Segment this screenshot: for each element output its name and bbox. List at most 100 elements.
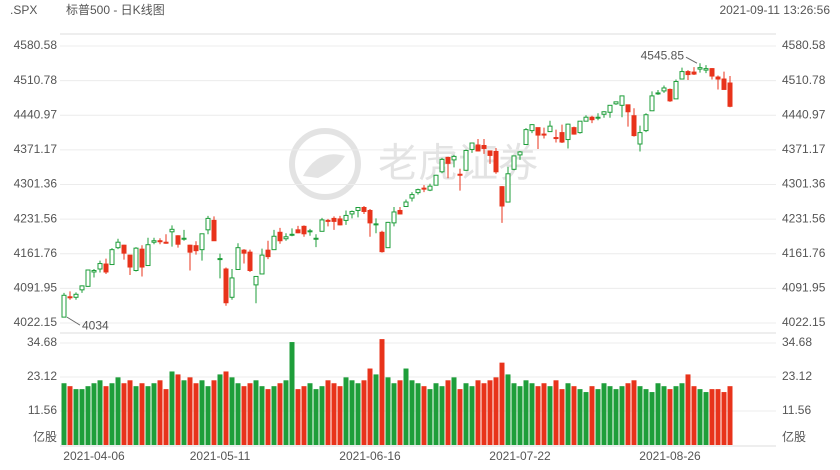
y-tick-label: 4301.36 <box>14 177 58 191</box>
candle-body <box>403 201 409 208</box>
volume-bar <box>427 389 433 445</box>
candle-body <box>439 158 445 173</box>
volume-bar <box>121 383 127 445</box>
volume-bar <box>499 362 505 445</box>
candle-body <box>577 120 583 134</box>
volume-bar <box>595 389 601 445</box>
candle-body <box>625 104 631 113</box>
volume-bar <box>385 377 391 445</box>
candle-body <box>271 235 277 251</box>
volume-bar <box>451 377 457 445</box>
candle-body <box>139 248 145 268</box>
candle-body <box>667 88 673 102</box>
volume-bar <box>685 374 691 445</box>
volume-bar <box>523 380 529 445</box>
candle-body <box>469 142 475 150</box>
candle-body <box>151 240 157 243</box>
volume-bar <box>661 386 667 445</box>
volume-bar <box>655 383 661 445</box>
candle-body <box>415 189 421 194</box>
candle-body <box>571 127 577 135</box>
y-tick-label: 4510.78 <box>14 73 58 87</box>
volume-bar <box>211 380 217 445</box>
volume-bar <box>565 383 571 445</box>
volume-bar <box>403 368 409 445</box>
volume-bar <box>505 374 511 445</box>
volume-bar <box>361 380 367 445</box>
volume-bar <box>463 383 469 445</box>
volume-bar <box>319 386 325 445</box>
volume-bar <box>109 383 115 445</box>
candle-body <box>145 244 151 267</box>
candle-body <box>175 235 181 245</box>
watermark-text: 老虎证券 <box>378 142 538 186</box>
volume-bar <box>139 383 145 445</box>
candle-body <box>295 229 301 234</box>
volume-bar <box>355 383 361 445</box>
candle-body <box>691 71 697 75</box>
candle-body <box>649 95 655 112</box>
candle-body <box>541 133 547 136</box>
volume-bar <box>217 374 223 445</box>
volume-bar <box>415 383 421 445</box>
y-tick-label-right: 4371.17 <box>782 142 826 156</box>
candle-body <box>337 218 343 226</box>
candle-body <box>253 275 259 286</box>
candle-body <box>103 263 109 273</box>
candle-body <box>487 150 493 156</box>
candle-body <box>157 240 163 243</box>
volume-bar <box>367 368 373 445</box>
candle-body <box>523 129 529 146</box>
volume-bar <box>397 380 403 445</box>
candle-body <box>421 187 427 190</box>
candle-body <box>79 285 85 291</box>
y-tick-label: 4022.15 <box>14 315 58 329</box>
volume-bar <box>727 386 733 445</box>
candle-body <box>655 92 661 95</box>
candle-body <box>109 249 115 266</box>
candle-body <box>247 251 253 271</box>
logo-shape <box>303 154 345 178</box>
volume-bar <box>625 383 631 445</box>
volume-bar <box>637 386 643 445</box>
candle-body <box>499 186 505 207</box>
y-tick-label-right: 4161.76 <box>782 246 826 260</box>
candle-body <box>361 206 367 212</box>
volume-bar <box>133 386 139 445</box>
volume-bar <box>181 380 187 445</box>
candle-body <box>679 71 685 80</box>
volume-bar <box>349 380 355 445</box>
candle-body <box>715 76 721 80</box>
candle-body <box>265 249 271 258</box>
candle-body <box>163 241 169 244</box>
volume-bar <box>559 389 565 445</box>
volume-bar <box>547 386 553 445</box>
volume-bar <box>271 386 277 445</box>
candle-body <box>313 237 319 240</box>
volume-bar <box>715 389 721 445</box>
y-tick-label-right: 4580.58 <box>782 38 826 52</box>
volume-bar <box>85 386 91 445</box>
volume-bar <box>265 389 271 445</box>
candle-body <box>463 149 469 171</box>
volume-tick-label-right: 11.56 <box>782 403 811 417</box>
candle-body <box>133 247 139 271</box>
volume-bar <box>379 339 385 445</box>
volume-bar <box>607 386 613 445</box>
volume-bar <box>517 386 523 445</box>
candle-body <box>559 132 565 143</box>
candle-body <box>193 245 199 252</box>
volume-bar <box>277 383 283 445</box>
volume-bar <box>283 380 289 445</box>
volume-bar <box>457 389 463 445</box>
candle-body <box>619 95 625 106</box>
candle-body <box>685 71 691 76</box>
candle-body <box>91 269 97 273</box>
candle-body <box>721 78 727 90</box>
volume-bar <box>61 383 67 445</box>
candle-body <box>457 173 463 176</box>
candle-body <box>187 244 193 253</box>
volume-bar <box>313 389 319 445</box>
volume-bar <box>391 383 397 445</box>
volume-bar <box>589 386 595 445</box>
